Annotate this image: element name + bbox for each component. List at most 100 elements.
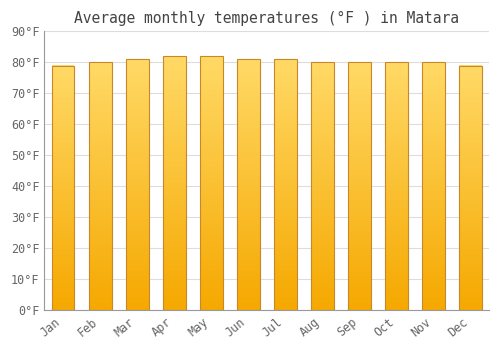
Bar (422, 258, 445, 259)
Bar (459, 183, 482, 184)
Bar (162, 197, 186, 198)
Bar (422, 98, 445, 100)
Bar (52, 264, 74, 265)
Bar (422, 96, 445, 97)
Bar (348, 64, 370, 65)
Bar (311, 123, 334, 124)
Bar (459, 176, 482, 177)
Bar (274, 110, 296, 111)
Bar (88, 97, 112, 98)
Bar (459, 163, 482, 165)
Bar (274, 77, 296, 78)
Bar (385, 196, 408, 197)
Bar (88, 159, 112, 160)
Bar (311, 190, 334, 191)
Bar (385, 223, 408, 225)
Bar (162, 273, 186, 275)
Bar (126, 250, 148, 251)
Bar (88, 113, 112, 114)
Bar (200, 84, 222, 85)
Bar (52, 150, 74, 151)
Bar (236, 164, 260, 166)
Bar (348, 124, 370, 126)
Bar (274, 117, 296, 118)
Bar (311, 144, 334, 146)
Bar (274, 264, 296, 265)
Bar (88, 133, 112, 134)
Bar (459, 281, 482, 282)
Bar (126, 309, 148, 310)
Bar (52, 287, 74, 288)
Bar (200, 266, 222, 267)
Bar (422, 308, 445, 309)
Bar (88, 172, 112, 173)
Bar (162, 131, 186, 132)
Bar (348, 251, 370, 252)
Bar (348, 102, 370, 103)
Bar (126, 306, 148, 308)
Bar (162, 124, 186, 125)
Bar (348, 205, 370, 206)
Bar (162, 173, 186, 174)
Bar (52, 210, 74, 211)
Bar (459, 276, 482, 277)
Bar (311, 211, 334, 212)
Bar (311, 127, 334, 128)
Bar (348, 227, 370, 229)
Bar (459, 191, 482, 193)
Bar (126, 187, 148, 189)
Bar (162, 191, 186, 192)
Bar (200, 239, 222, 240)
Bar (162, 240, 186, 242)
Bar (162, 66, 186, 68)
Bar (459, 84, 482, 85)
Bar (311, 202, 334, 204)
Bar (459, 178, 482, 179)
Bar (311, 292, 334, 293)
Bar (88, 295, 112, 297)
Bar (274, 186, 296, 187)
Bar (459, 231, 482, 232)
Bar (236, 200, 260, 201)
Bar (162, 215, 186, 216)
Bar (236, 158, 260, 160)
Bar (348, 209, 370, 210)
Bar (422, 245, 445, 246)
Bar (422, 123, 445, 124)
Bar (274, 118, 296, 120)
Bar (200, 215, 222, 216)
Bar (162, 271, 186, 272)
Bar (162, 106, 186, 107)
Bar (274, 116, 296, 117)
Bar (311, 76, 334, 77)
Bar (162, 239, 186, 240)
Bar (88, 301, 112, 303)
Bar (422, 218, 445, 220)
Bar (200, 199, 222, 201)
Bar (348, 161, 370, 163)
Bar (162, 199, 186, 201)
Bar (385, 271, 408, 272)
Bar (88, 279, 112, 281)
Bar (126, 148, 148, 150)
Bar (200, 155, 222, 156)
Bar (88, 147, 112, 148)
Bar (52, 83, 74, 84)
Bar (422, 132, 445, 133)
Bar (52, 113, 74, 114)
Bar (200, 122, 222, 124)
Bar (422, 116, 445, 117)
Bar (162, 189, 186, 191)
Bar (348, 173, 370, 174)
Bar (126, 143, 148, 145)
Bar (422, 153, 445, 154)
Bar (126, 212, 148, 214)
Bar (52, 69, 74, 70)
Bar (88, 242, 112, 243)
Bar (274, 108, 296, 110)
Bar (385, 98, 408, 100)
Bar (200, 291, 222, 293)
Bar (385, 74, 408, 75)
Bar (422, 246, 445, 247)
Bar (88, 256, 112, 257)
